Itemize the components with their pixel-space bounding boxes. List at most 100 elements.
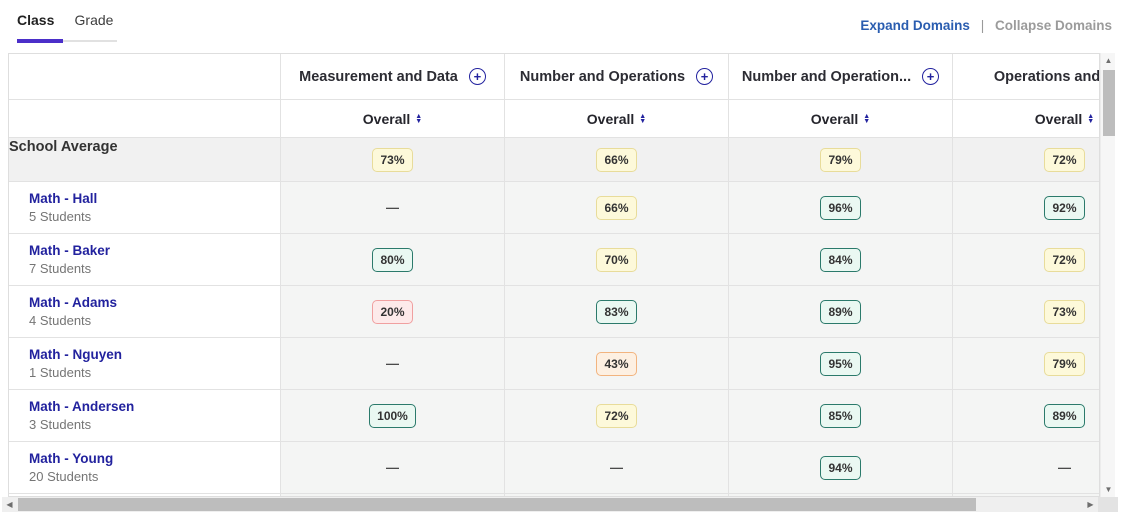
score-badge[interactable]: 66% [596,195,637,220]
score-cell: — [281,442,505,494]
student-count: 3 Students [29,417,92,432]
overall-label: Overall [362,110,411,127]
tab-grade[interactable]: Grade [74,12,114,28]
overall-header-cell: Overall ▲ ▼ [281,100,505,138]
student-count: 5 Students [29,209,92,224]
score-badge[interactable]: 20% [372,299,413,324]
score-badge[interactable]: 72% [1044,247,1085,272]
score-cell: — [281,182,505,234]
score-badge[interactable]: 72% [1044,147,1085,172]
scroll-down-button[interactable]: ▼ [1104,485,1113,494]
score-badge[interactable]: 79% [1044,351,1085,376]
horizontal-scroll-thumb[interactable] [18,498,976,511]
overall-label: Overall [810,110,859,127]
score-badge[interactable]: 89% [1044,403,1085,428]
scroll-right-button[interactable]: ▶ [1087,500,1094,509]
expand-domain-plus-circle-icon[interactable]: + [922,68,940,85]
score-badge[interactable]: 72% [596,403,637,428]
score-badge[interactable]: 84% [820,247,861,272]
score-cell: 84% [729,234,953,286]
class-link[interactable]: Math - Nguyen [29,347,122,362]
class-link[interactable]: Math - Andersen [29,399,135,414]
score-cell: 79% [729,138,953,182]
corner-cell [9,100,281,138]
empty-value-dash: — [1058,460,1071,475]
class-row: Math - Hall 5 Students — 66% 96% 92% [9,182,1099,234]
score-cell: 79% [953,338,1099,390]
domain-header-cell: Number and Operations + [505,54,729,100]
class-label-cell: Math - Nguyen 1 Students [9,338,281,390]
score-badge[interactable]: 70% [596,247,637,272]
sort-down-arrow-icon: ▼ [415,117,423,125]
class-link[interactable]: Math - Adams [29,295,118,310]
score-badge[interactable]: 94% [820,455,861,480]
class-link[interactable]: Math - Young [29,451,114,466]
collapse-domains-link[interactable]: Collapse Domains [994,18,1112,33]
score-badge[interactable]: 43% [596,351,637,376]
overall-header-row: Overall ▲ ▼ Overall ▲ ▼ Overall ▲ ▼ Overall ▲ ▼ [9,100,1099,138]
score-cell: 95% [729,338,953,390]
partial-row [9,494,1099,496]
student-count: 7 Students [29,261,92,276]
domain-header-cell: Number and Operation... + [729,54,953,100]
results-table-viewport: Measurement and Data + Number and Operatio… [8,53,1100,497]
expand-domains-link[interactable]: Expand Domains [860,18,970,33]
score-badge[interactable]: 80% [372,247,413,272]
horizontal-scrollbar[interactable]: ◀ ▶ [2,497,1098,512]
score-badge[interactable]: 96% [820,195,861,220]
empty-value-dash: — [386,356,399,371]
score-badge[interactable]: 92% [1044,195,1085,220]
partial-score-cell [953,494,1099,496]
vertical-scrollbar[interactable]: ▲ ▼ [1100,53,1115,497]
overall-header-cell: Overall ▲ ▼ [729,100,953,138]
sort-down-arrow-icon: ▼ [639,117,647,125]
score-cell: 70% [505,234,729,286]
score-badge[interactable]: 66% [596,147,637,172]
score-badge[interactable]: 83% [596,299,637,324]
score-cell: 80% [281,234,505,286]
scroll-up-button[interactable]: ▲ [1104,56,1113,65]
tab-underline [17,38,117,43]
class-link[interactable]: Math - Hall [29,191,98,206]
overall-sort-control[interactable]: Overall ▲ ▼ [811,111,870,127]
sort-up-arrow-icon: ▲ [639,112,647,120]
empty-value-dash: — [386,200,399,215]
links-separator: | [980,18,985,33]
score-badge[interactable]: 100% [369,403,416,428]
overall-header-cell: Overall ▲ ▼ [505,100,729,138]
class-link[interactable]: Math - Baker [29,243,111,258]
sort-icon: ▲ ▼ [415,113,423,125]
score-badge[interactable]: 89% [820,299,861,324]
vertical-scroll-thumb[interactable] [1102,70,1115,136]
domain-label: Number and Operation... [741,68,912,85]
overall-sort-control[interactable]: Overall ▲ ▼ [587,111,646,127]
score-badge[interactable]: 73% [372,147,413,172]
overall-sort-control[interactable]: Overall ▲ ▼ [1035,111,1094,127]
score-cell: 85% [729,390,953,442]
score-badge[interactable]: 73% [1044,299,1085,324]
sort-icon: ▲ ▼ [863,112,871,125]
expand-domain-plus-circle-icon[interactable]: + [696,68,714,85]
score-cell: 72% [953,234,1099,286]
scroll-left-button[interactable]: ◀ [6,500,13,509]
score-cell: — [281,338,505,390]
score-cell: 66% [505,182,729,234]
partial-score-cell [729,494,953,496]
sort-down-arrow-icon: ▼ [1087,117,1095,125]
score-badge[interactable]: 85% [820,403,861,428]
class-label-cell: Math - Baker 7 Students [9,234,281,286]
score-cell: 100% [281,390,505,442]
student-count: 20 Students [29,469,99,484]
class-label-cell: Math - Adams 4 Students [9,286,281,338]
sort-up-arrow-icon: ▲ [863,112,871,120]
overall-sort-control[interactable]: Overall ▲ ▼ [363,111,422,127]
expand-domain-plus-circle-icon[interactable]: + [468,68,486,85]
tab-class[interactable]: Class [17,12,55,28]
score-cell: 96% [729,182,953,234]
score-badge[interactable]: 95% [820,351,861,376]
corner-cell [9,54,281,100]
domain-label: Operations and Alge [993,68,1100,85]
partial-label-cell [9,494,281,496]
score-badge[interactable]: 79% [820,147,861,172]
domain-header-cell: Measurement and Data + [281,54,505,100]
